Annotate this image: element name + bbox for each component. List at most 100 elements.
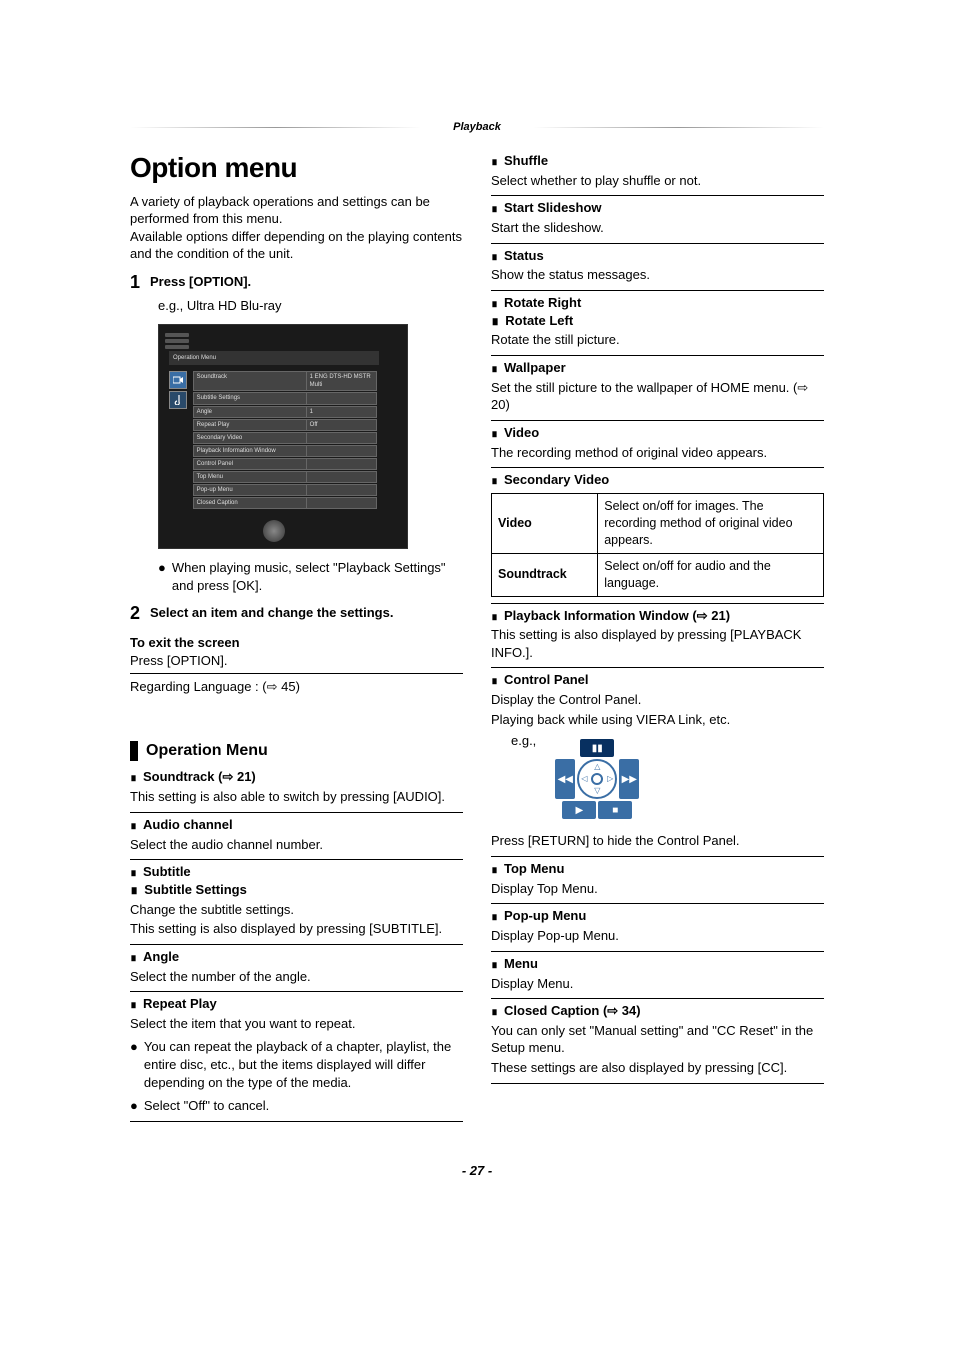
audio-channel-heading: Audio channel — [143, 816, 233, 834]
screenshot-video-icon — [169, 371, 187, 389]
repeat-bullet-1: You can repeat the playback of a chapter… — [144, 1038, 463, 1091]
control-panel-heading: Control Panel — [504, 671, 589, 689]
item-subtitle: ∎Subtitle ∎Subtitle Settings Change the … — [130, 859, 463, 937]
start-slideshow-text: Start the slideshow. — [491, 219, 824, 237]
soundtrack-heading: Soundtrack (⇨ 21) — [143, 768, 256, 786]
subtitle-text-1: Change the subtitle settings. — [130, 901, 463, 919]
shuffle-text: Select whether to play shuffle or not. — [491, 172, 824, 190]
control-panel-graphic: ▮▮ ◀◀ △▽ ◁▷ ▶▶ ▶ ■ — [554, 738, 640, 820]
item-wallpaper: ∎Wallpaper Set the still picture to the … — [491, 355, 824, 414]
step-1-bullet: ● When playing music, select "Playback S… — [158, 559, 463, 594]
table-row: Video Select on/off for images. The reco… — [492, 494, 824, 554]
control-panel-text-3: Press [RETURN] to hide the Control Panel… — [491, 832, 824, 850]
closed-caption-text-1: You can only set "Manual setting" and "C… — [491, 1022, 824, 1057]
sv-video-label: Video — [492, 494, 598, 554]
sv-soundtrack-label: Soundtrack — [492, 553, 598, 596]
step-1: 1 Press [OPTION]. — [130, 273, 463, 293]
status-text: Show the status messages. — [491, 266, 824, 284]
right-column: ∎Shuffle Select whether to play shuffle … — [491, 149, 824, 1122]
item-status: ∎Status Show the status messages. — [491, 243, 824, 284]
start-slideshow-heading: Start Slideshow — [504, 199, 602, 217]
menu-heading: Menu — [504, 955, 538, 973]
exit-heading: To exit the screen — [130, 634, 463, 652]
item-playback-info: ∎Playback Information Window (⇨ 21) This… — [491, 603, 824, 662]
item-closed-caption: ∎Closed Caption (⇨ 34) You can only set … — [491, 998, 824, 1076]
repeat-bullet-2: Select "Off" to cancel. — [144, 1097, 269, 1115]
control-panel-text-1: Display the Control Panel. — [491, 691, 824, 709]
angle-heading: Angle — [143, 948, 179, 966]
wallpaper-heading: Wallpaper — [504, 359, 566, 377]
top-menu-text: Display Top Menu. — [491, 880, 824, 898]
pause-icon: ▮▮ — [580, 739, 614, 757]
wallpaper-text: Set the still picture to the wallpaper o… — [491, 379, 824, 414]
screenshot-menu-row: Control Panel — [193, 458, 377, 470]
screenshot-title: Operation Menu — [169, 351, 379, 365]
angle-text: Select the number of the angle. — [130, 968, 463, 986]
screenshot-menu-row: Top Menu — [193, 471, 377, 483]
item-shuffle: ∎Shuffle Select whether to play shuffle … — [491, 149, 824, 189]
screenshot-compass-icon — [263, 520, 285, 542]
operation-menu-section: Operation Menu — [130, 740, 463, 762]
rotate-left-heading: Rotate Left — [505, 312, 573, 330]
repeat-text: Select the item that you want to repeat. — [130, 1015, 463, 1033]
page-number: - 27 - — [130, 1162, 824, 1180]
top-menu-heading: Top Menu — [504, 860, 564, 878]
play-icon: ▶ — [562, 801, 596, 819]
left-column: Option menu A variety of playback operat… — [130, 149, 463, 1122]
screenshot-menu-row: Angle1 — [193, 406, 377, 418]
header-category: Playback — [130, 120, 824, 135]
item-rotate: ∎Rotate Right ∎Rotate Left Rotate the st… — [491, 290, 824, 349]
repeat-heading: Repeat Play — [143, 995, 217, 1013]
popup-menu-text: Display Pop-up Menu. — [491, 927, 824, 945]
screenshot-menu-row: Soundtrack1 ENG DTS-HD MSTR Multi — [193, 371, 377, 391]
table-row: Soundtrack Select on/off for audio and t… — [492, 553, 824, 596]
screenshot-music-icon — [169, 391, 187, 409]
item-top-menu: ∎Top Menu Display Top Menu. — [491, 856, 824, 897]
soundtrack-text: This setting is also able to switch by p… — [130, 788, 463, 806]
shuffle-heading: Shuffle — [504, 152, 548, 170]
video-heading: Video — [504, 424, 539, 442]
item-audio-channel: ∎Audio channel Select the audio channel … — [130, 812, 463, 853]
item-secondary-video: ∎Secondary Video Video Select on/off for… — [491, 467, 824, 596]
audio-channel-text: Select the audio channel number. — [130, 836, 463, 854]
control-panel-eg: e.g., — [511, 732, 536, 750]
closed-caption-text-2: These settings are also displayed by pre… — [491, 1059, 824, 1077]
status-heading: Status — [504, 247, 544, 265]
item-control-panel: ∎Control Panel Display the Control Panel… — [491, 667, 824, 849]
step-2: 2 Select an item and change the settings… — [130, 604, 463, 624]
subtitle-settings-heading: Subtitle Settings — [144, 881, 247, 899]
screenshot-menu-row: Secondary Video — [193, 432, 377, 444]
screenshot-menu-row: Playback Information Window — [193, 445, 377, 457]
closed-caption-heading: Closed Caption (⇨ 34) — [504, 1002, 641, 1020]
page-title: Option menu — [130, 149, 463, 187]
sv-video-desc: Select on/off for images. The recording … — [598, 494, 824, 554]
menu-text: Display Menu. — [491, 975, 824, 993]
forward-icon: ▶▶ — [619, 759, 639, 799]
playback-info-text: This setting is also displayed by pressi… — [491, 626, 824, 661]
screenshot-menu-row: Subtitle Settings — [193, 392, 377, 404]
operation-menu-title: Operation Menu — [146, 740, 268, 762]
step-2-title: Select an item and change the settings. — [150, 604, 463, 622]
exit-text: Press [OPTION]. — [130, 652, 463, 670]
item-repeat-play: ∎Repeat Play Select the item that you wa… — [130, 991, 463, 1115]
video-text: The recording method of original video a… — [491, 444, 824, 462]
screenshot-menu-row: Repeat PlayOff — [193, 419, 377, 431]
step-2-num: 2 — [130, 604, 140, 624]
control-panel-text-2: Playing back while using VIERA Link, etc… — [491, 711, 824, 729]
rewind-icon: ◀◀ — [555, 759, 575, 799]
step-1-num: 1 — [130, 273, 140, 293]
dpad-icon: △▽ ◁▷ — [577, 759, 617, 799]
playback-info-heading: Playback Information Window (⇨ 21) — [504, 607, 730, 625]
rotate-text: Rotate the still picture. — [491, 331, 824, 349]
item-video: ∎Video The recording method of original … — [491, 420, 824, 461]
item-start-slideshow: ∎Start Slideshow Start the slideshow. — [491, 195, 824, 236]
step-1-bullet-text: When playing music, select "Playback Set… — [172, 559, 463, 594]
screenshot-menu-row: Closed Caption — [193, 497, 377, 509]
operation-menu-screenshot: Operation Menu Soundtrack1 ENG DTS-HD MS… — [158, 324, 408, 549]
subtitle-text-2: This setting is also displayed by pressi… — [130, 920, 463, 938]
screenshot-menu-rows: Soundtrack1 ENG DTS-HD MSTR MultiSubtitl… — [193, 371, 377, 510]
subtitle-heading: Subtitle — [143, 863, 191, 881]
secondary-video-table: Video Select on/off for images. The reco… — [491, 493, 824, 596]
stop-icon: ■ — [598, 801, 632, 819]
step-1-example: e.g., Ultra HD Blu-ray — [158, 297, 463, 315]
